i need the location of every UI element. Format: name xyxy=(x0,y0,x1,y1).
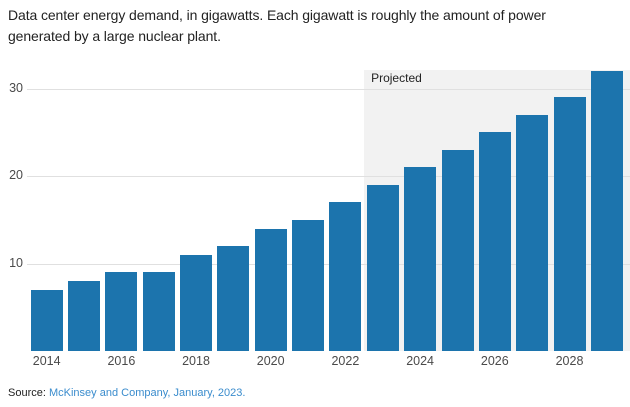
bar-2024 xyxy=(404,167,437,352)
chart-title: Data center energy demand, in gigawatts.… xyxy=(8,7,546,44)
y-tick-label-30: 30 xyxy=(9,80,23,95)
bar-2018 xyxy=(180,254,212,352)
source-link[interactable]: McKinsey and Company, January, 2023. xyxy=(48,387,246,399)
x-tick-label-2024: 2024 xyxy=(406,354,434,368)
bar-2025 xyxy=(441,149,474,352)
projected-label: Projected xyxy=(371,71,422,85)
bar-2016 xyxy=(105,272,138,352)
gridline-30 xyxy=(27,88,630,90)
bar-2014 xyxy=(30,289,63,352)
gridline-20 xyxy=(27,176,630,177)
bar-2017 xyxy=(142,272,175,352)
bar-2026 xyxy=(478,132,511,352)
bar-2028 xyxy=(553,97,586,352)
x-tick-label-2016: 2016 xyxy=(107,354,136,368)
bar-2021 xyxy=(292,219,325,352)
bar-2019 xyxy=(217,246,250,351)
x-tick-label-2028: 2028 xyxy=(555,354,584,368)
bar-2022 xyxy=(329,202,362,352)
x-tick-label-2018: 2018 xyxy=(182,354,210,368)
bar-2020 xyxy=(254,228,287,351)
x-tick-label-2014: 2014 xyxy=(32,354,61,368)
bar-2027 xyxy=(516,114,549,352)
bar-2015 xyxy=(68,281,100,351)
y-tick-label-20: 20 xyxy=(9,168,23,182)
y-tick-label-10: 10 xyxy=(9,255,23,270)
bar-2023 xyxy=(366,184,399,352)
source-label: Source: xyxy=(8,387,46,399)
bar-2029 xyxy=(590,71,623,351)
gridline-10 xyxy=(27,263,630,265)
x-tick-label-2022: 2022 xyxy=(331,354,360,368)
source-line: Source: McKinsey and Company, January, 2… xyxy=(8,387,245,399)
x-tick-label-2026: 2026 xyxy=(480,354,509,368)
x-tick-label-2020: 2020 xyxy=(256,354,285,368)
